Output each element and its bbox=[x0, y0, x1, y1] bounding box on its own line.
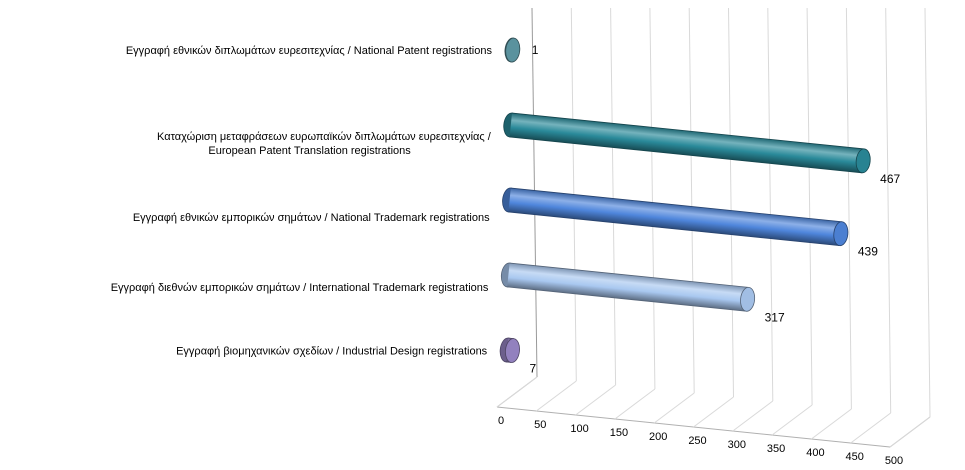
gridline-250 bbox=[728, 7, 734, 398]
bar bbox=[502, 187, 849, 247]
bar-bottom-edge bbox=[507, 286, 747, 312]
bars bbox=[499, 37, 871, 363]
category-label: Εγγραφή βιομηχανικών σχεδίων / Industria… bbox=[176, 345, 488, 357]
bar-end-cap bbox=[740, 286, 756, 312]
bar-end-cap bbox=[833, 221, 849, 247]
x-tick-label: 250 bbox=[688, 435, 706, 447]
category-labels: Εγγραφή εθνικών διπλωμάτων ευρεσιτεχνίας… bbox=[111, 45, 493, 357]
x-tick-label: 450 bbox=[846, 451, 864, 463]
floor-gridline-50 bbox=[535, 380, 577, 412]
gridline-200 bbox=[688, 7, 695, 394]
gridline-450 bbox=[885, 7, 892, 414]
floor-gridline-450 bbox=[850, 412, 892, 444]
x-tick-label: 400 bbox=[806, 447, 824, 459]
data-label: 1 bbox=[532, 43, 539, 57]
floor-gridline-100 bbox=[575, 384, 616, 416]
x-tick-label: 100 bbox=[570, 423, 588, 435]
category-label: Εγγραφή διεθνών εμπορικών σημάτων / Inte… bbox=[111, 282, 489, 294]
bar bbox=[500, 262, 756, 312]
x-tick-label: 150 bbox=[610, 427, 628, 439]
category-label: Εγγραφή εθνικών εμπορικών σημάτων / Nati… bbox=[133, 212, 490, 224]
bar-top-edge bbox=[510, 187, 843, 223]
data-label: 317 bbox=[765, 310, 785, 324]
data-labels: 1 467 439 317 7 bbox=[529, 43, 900, 375]
floor-gridline-150 bbox=[614, 388, 656, 420]
bar-top-edge bbox=[509, 262, 749, 288]
x-tick-label: 350 bbox=[767, 443, 785, 455]
x-tick-label: 500 bbox=[885, 455, 903, 467]
category-label: Καταχώριση μεταφράσεων ευρωπαϊκών διπλωμ… bbox=[157, 131, 492, 143]
data-label: 439 bbox=[858, 245, 878, 259]
floor-gridline-400 bbox=[811, 408, 852, 440]
x-tick-labels: 0 50 100 150 200 250 300 350 400 450 500 bbox=[498, 415, 903, 467]
bar bbox=[499, 337, 520, 363]
x-tick-label: 0 bbox=[498, 415, 504, 427]
bar-body bbox=[507, 263, 749, 312]
bar-end-cap bbox=[505, 37, 521, 63]
gridline-150 bbox=[649, 7, 656, 390]
bar-end-cap bbox=[505, 338, 520, 363]
bar-body bbox=[509, 113, 865, 173]
data-label: 7 bbox=[529, 362, 536, 376]
gridline-500 bbox=[924, 7, 931, 418]
bar-body bbox=[508, 188, 843, 246]
floor-gridline-500 bbox=[889, 416, 931, 448]
bar-bottom-edge bbox=[509, 136, 863, 174]
bar-end-cap bbox=[855, 148, 871, 174]
bar bbox=[504, 37, 521, 63]
gridline-400 bbox=[845, 7, 852, 410]
gridline-300 bbox=[767, 7, 774, 402]
bar bbox=[503, 112, 871, 174]
floor-gridline-0 bbox=[496, 376, 538, 408]
gridline-350 bbox=[806, 7, 813, 406]
bar-top-edge bbox=[511, 112, 865, 150]
x-tick-label: 50 bbox=[534, 419, 546, 431]
gridline-100 bbox=[610, 7, 617, 386]
category-label: Εγγραφή εθνικών διπλωμάτων ευρεσιτεχνίας… bbox=[126, 45, 493, 57]
floor-gridline-200 bbox=[653, 392, 695, 424]
bar-bottom-edge bbox=[508, 211, 840, 247]
category-label: European Patent Translation registration… bbox=[208, 145, 411, 157]
floor-gridline-300 bbox=[732, 400, 774, 432]
data-label: 467 bbox=[880, 172, 900, 186]
x-tick-label: 300 bbox=[728, 439, 746, 451]
floor-gridline-350 bbox=[771, 404, 813, 436]
x-tick-label: 200 bbox=[649, 431, 667, 443]
floor-gridline-250 bbox=[693, 396, 734, 428]
